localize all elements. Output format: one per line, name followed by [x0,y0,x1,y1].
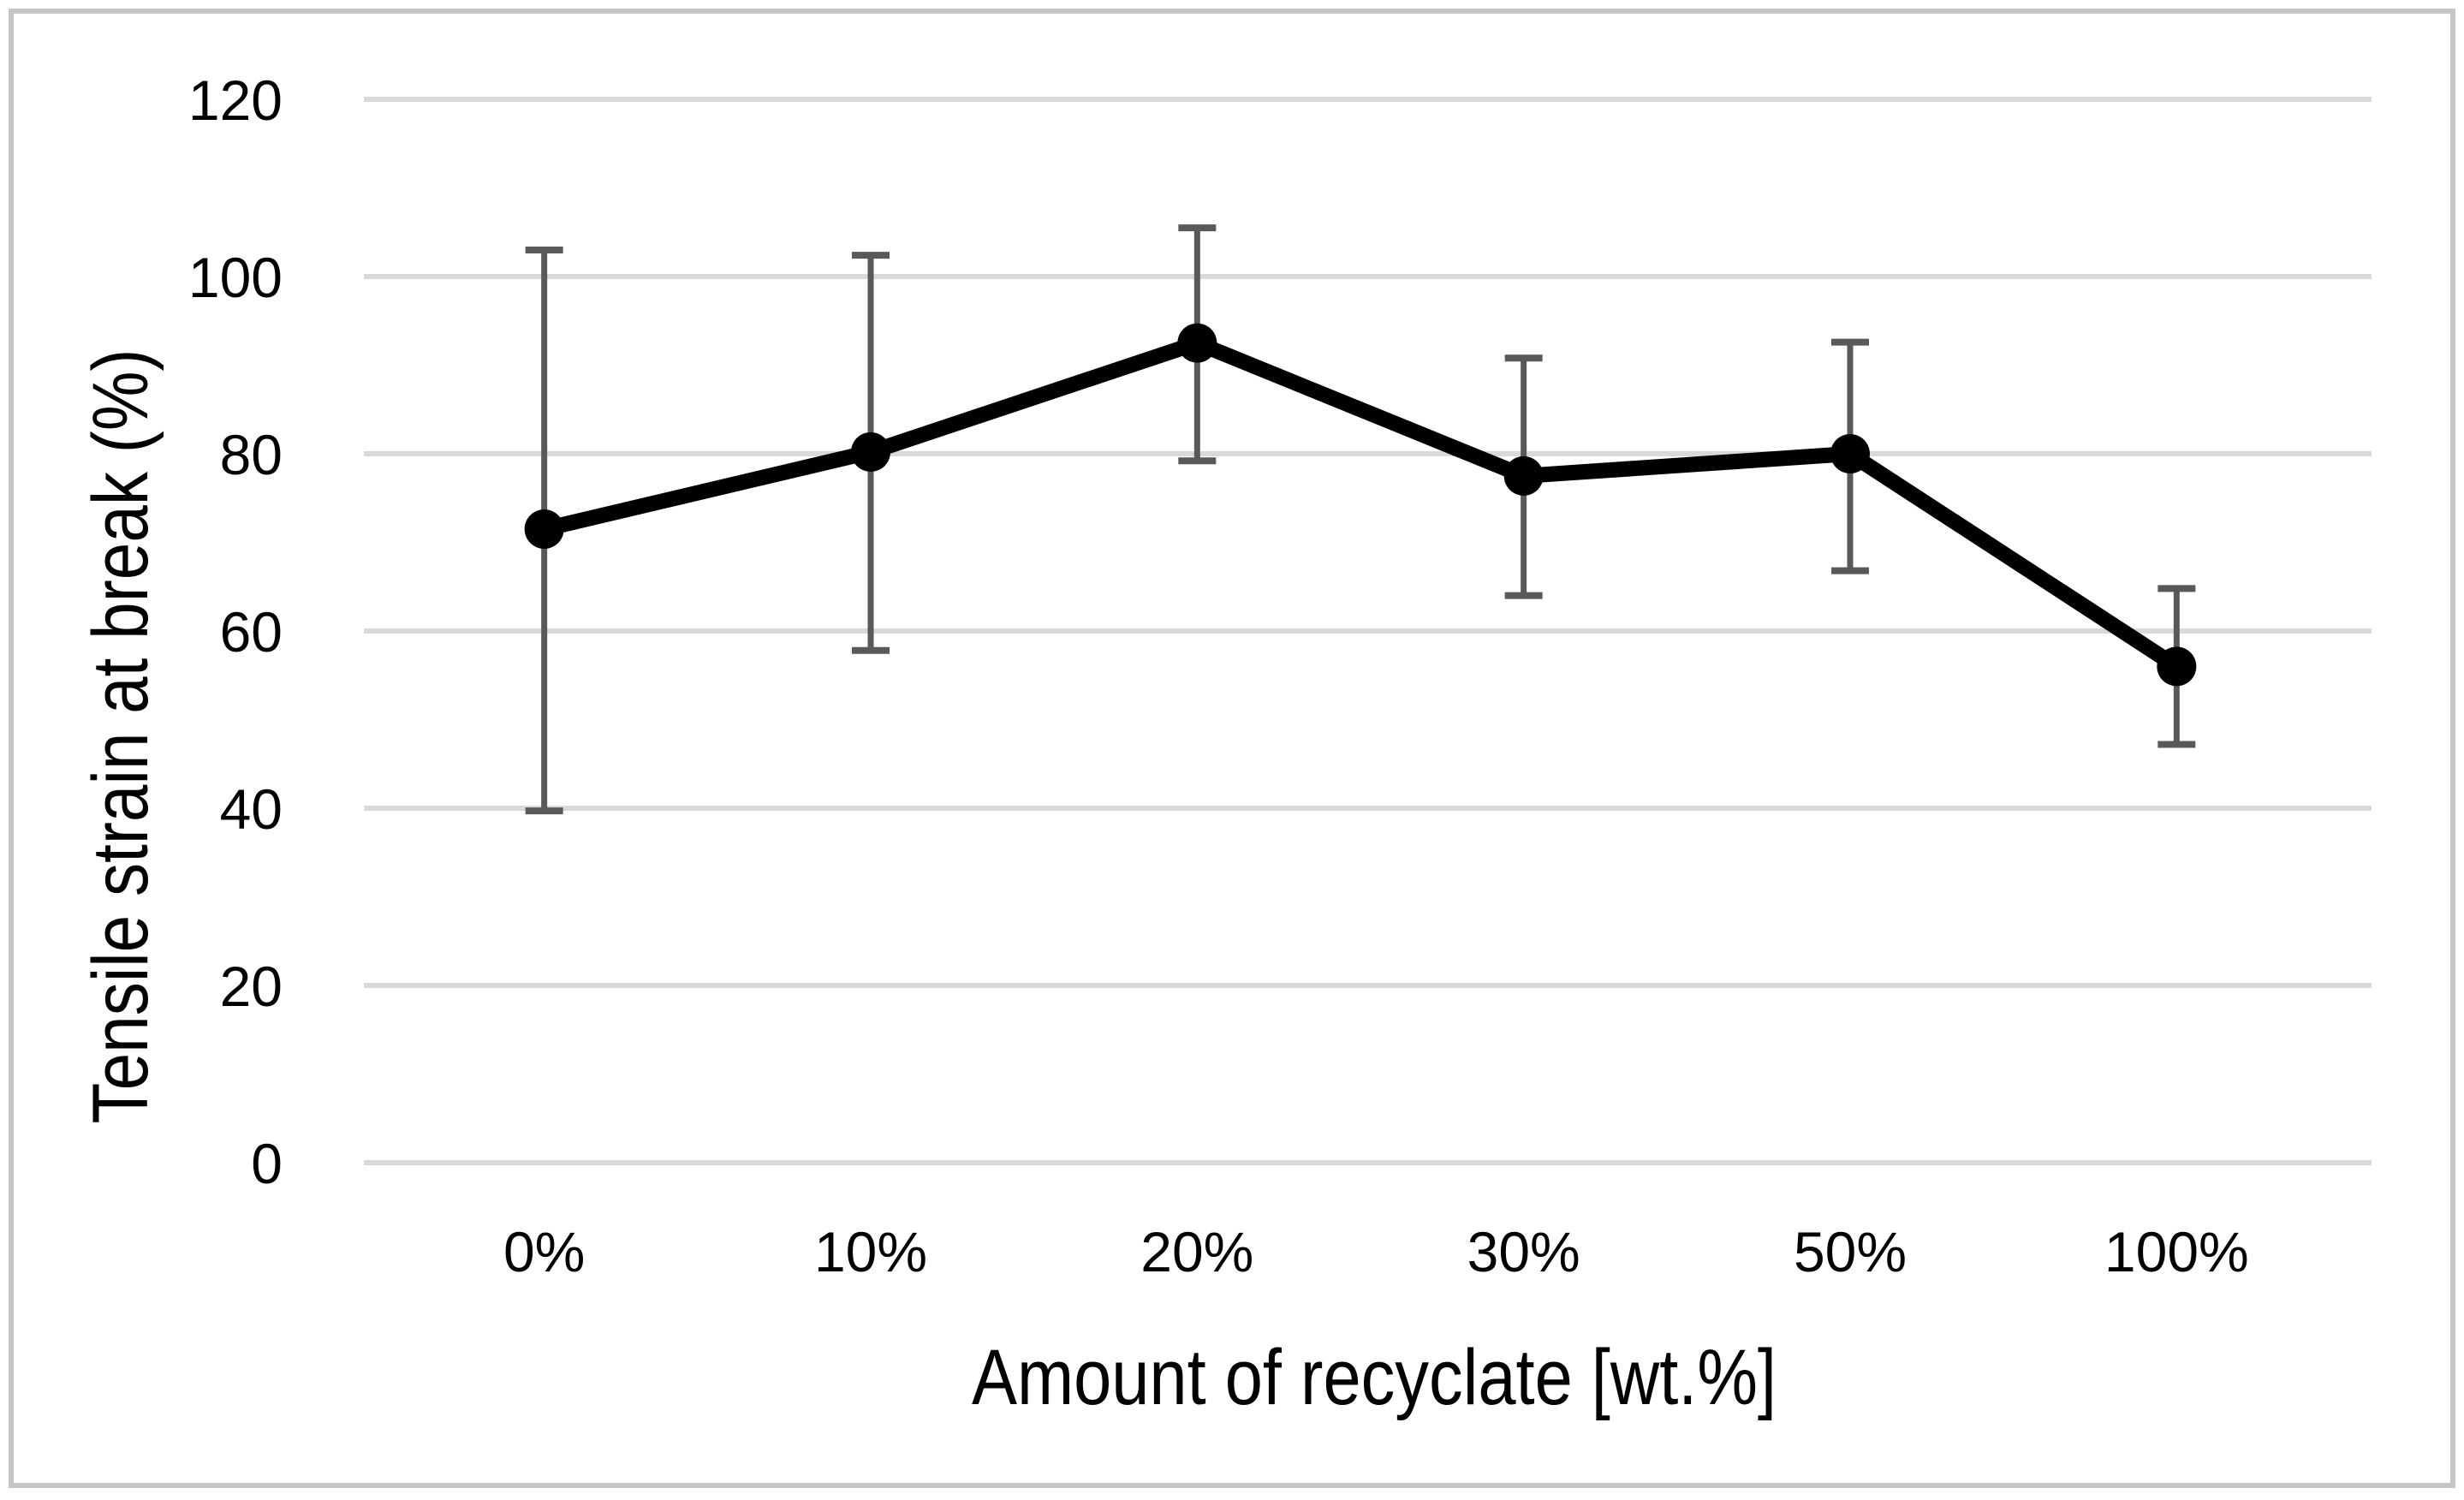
y-tick-label: 120 [188,68,283,132]
y-tick-label: 60 [220,600,283,664]
series-line-group [542,335,2181,673]
x-axis-title: Amount of recyclate [wt.%] [972,1334,1777,1421]
data-point-marker [2157,646,2197,687]
data-point-marker [1503,455,1544,496]
x-category-label: 10% [814,1220,927,1283]
y-tick-label: 40 [220,777,283,841]
y-tick-label: 20 [220,955,283,1018]
y-axis-labels-group: 0 20 40 60 80 100 120 [188,68,283,1195]
data-point-marker [1830,434,1870,473]
series-line [542,335,2181,673]
markers-group [524,323,2197,687]
x-category-label: 0% [503,1220,585,1283]
y-axis-title: Tensile strain at break (%) [77,349,164,1124]
x-category-label: 50% [1794,1220,1907,1283]
y-tick-label: 80 [220,423,283,486]
gridlines-group [364,97,2372,1165]
x-axis-labels-group: 0% 10% 20% 30% 50% 100% [503,1220,2249,1283]
x-category-label: 20% [1140,1220,1253,1283]
y-tick-label: 100 [188,246,283,309]
y-tick-label: 0 [251,1132,283,1195]
figure-border [9,9,2455,1488]
data-point-marker [524,509,564,549]
x-category-label: 30% [1467,1220,1580,1283]
x-category-label: 100% [2104,1220,2249,1283]
data-point-marker [1177,323,1217,363]
data-point-marker [851,432,890,472]
